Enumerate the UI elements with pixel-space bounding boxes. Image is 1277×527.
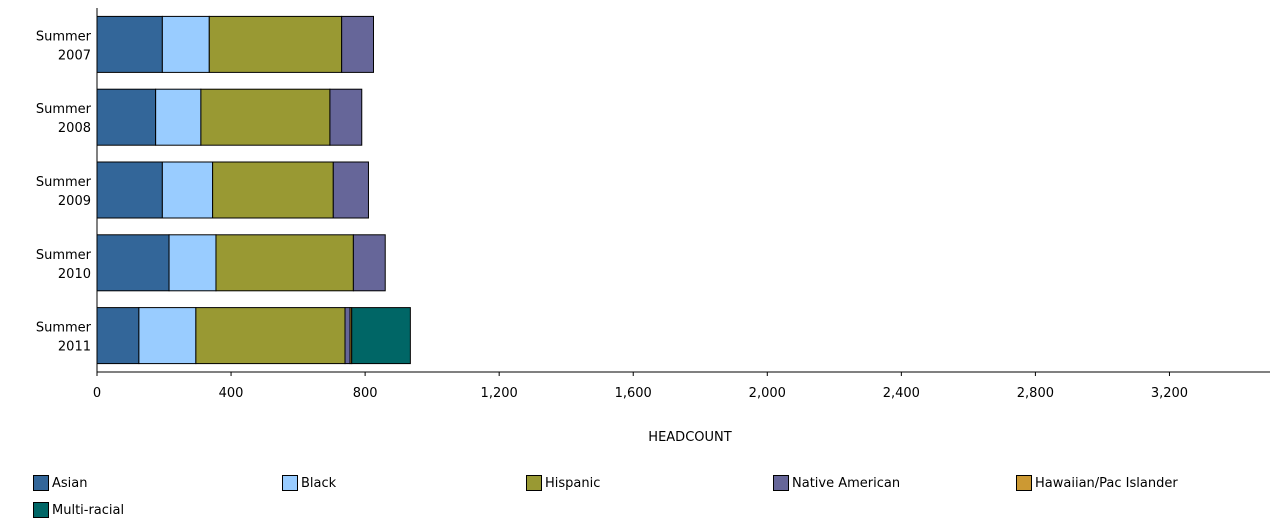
bar-segment — [351, 307, 411, 365]
bar-segment — [200, 88, 331, 146]
x-axis-ticks: 0 400 800 1,200 1,600 2,000 2,400 2,800 3,200 — [93, 372, 1188, 401]
bar-segment — [168, 234, 217, 292]
bar-segment — [161, 15, 210, 73]
legend-label: Native American — [792, 475, 901, 491]
category-label-line: Summer — [36, 175, 92, 190]
x-tick-label: 3,200 — [1151, 386, 1188, 401]
x-tick-label: 400 — [219, 386, 244, 401]
bar-segment — [96, 161, 163, 219]
legend-swatch — [33, 502, 49, 518]
bar-segment — [155, 88, 202, 146]
category-label: Summer 2010 — [36, 248, 92, 282]
legend-item: Hawaiian/Pac Islander — [1016, 474, 1178, 492]
category-label-line: 2011 — [58, 340, 91, 355]
category-labels: Summer 2007 Summer 2008 Summer 2009 Summer 2010… — [36, 29, 92, 354]
legend-label: Black — [301, 475, 337, 491]
legend-swatch — [526, 475, 542, 491]
legend-label: Hispanic — [545, 475, 601, 491]
bar-segment — [208, 15, 343, 73]
legend-swatch — [773, 475, 789, 491]
category-label-line: Summer — [36, 29, 92, 44]
bar-segment — [96, 234, 170, 292]
legend-item: Black — [282, 474, 336, 492]
category-label: Summer 2007 — [36, 29, 92, 63]
category-label-line: 2007 — [58, 48, 91, 63]
legend-item: Multi-racial — [33, 501, 124, 519]
category-label-line: Summer — [36, 248, 92, 263]
bar-segment — [161, 161, 214, 219]
bar-segment — [329, 88, 363, 146]
legend-item: Native American — [773, 474, 900, 492]
x-tick-label: 1,200 — [481, 386, 518, 401]
x-axis-title: HEADCOUNT — [648, 430, 731, 445]
bar-segment — [341, 15, 374, 73]
bar-segment — [332, 161, 369, 219]
bar-segment — [195, 307, 346, 365]
category-label-line: 2009 — [58, 194, 91, 209]
category-label-line: 2008 — [58, 121, 91, 136]
bar-segment — [212, 161, 334, 219]
bar-segment — [215, 234, 354, 292]
category-label-line: Summer — [36, 102, 92, 117]
legend-swatch — [1016, 475, 1032, 491]
legend-swatch — [282, 475, 298, 491]
category-label: Summer 2008 — [36, 102, 92, 136]
bar-segment — [96, 307, 140, 365]
x-tick-label: 1,600 — [615, 386, 652, 401]
x-tick-label: 0 — [93, 386, 101, 401]
bar-segment — [96, 88, 157, 146]
legend-item: Hispanic — [526, 474, 600, 492]
bar-segment — [344, 307, 351, 365]
x-tick-label: 2,800 — [1017, 386, 1054, 401]
category-label: Summer 2009 — [36, 175, 92, 209]
legend-label: Multi-racial — [52, 502, 125, 518]
legend-item: Asian — [33, 474, 87, 492]
category-label-line: Summer — [36, 321, 92, 336]
category-label: Summer 2011 — [36, 321, 92, 355]
legend-label: Asian — [52, 475, 88, 491]
bar-segment — [138, 307, 197, 365]
legend-swatch — [33, 475, 49, 491]
x-tick-label: 2,400 — [883, 386, 920, 401]
bar-segment — [96, 15, 163, 73]
stacked-bar-chart: Summer 2007 Summer 2008 Summer 2009 Summer 2010… — [36, 8, 1270, 445]
bar-segment — [352, 234, 386, 292]
legend-label: Hawaiian/Pac Islander — [1035, 475, 1178, 491]
x-tick-label: 800 — [353, 386, 378, 401]
x-tick-label: 2,000 — [749, 386, 786, 401]
category-label-line: 2010 — [58, 267, 91, 282]
bars — [96, 15, 411, 365]
